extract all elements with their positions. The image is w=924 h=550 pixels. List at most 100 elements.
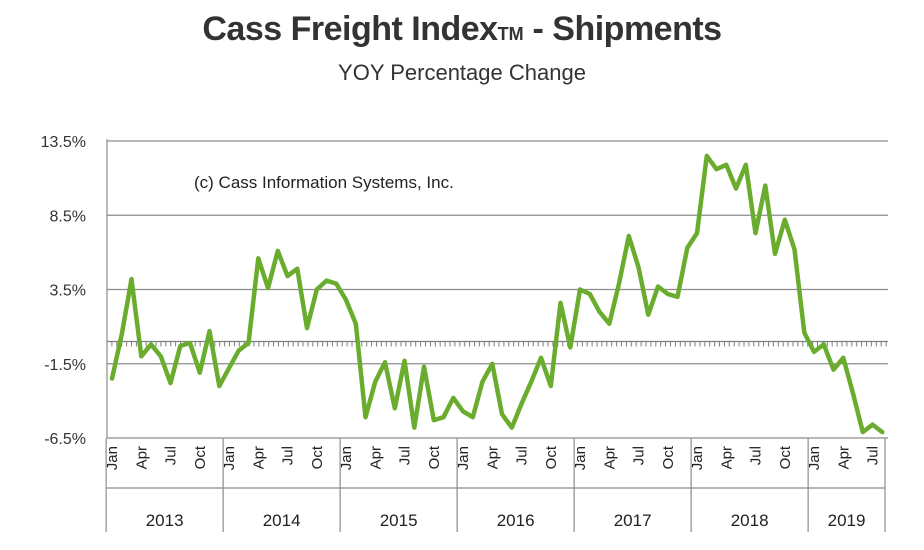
x-tick-label: Jan [689, 446, 706, 470]
chart-title-suffix: - Shipments [523, 10, 723, 48]
data-point [744, 163, 748, 167]
data-point [734, 187, 738, 191]
data-point [754, 231, 757, 235]
x-tick-label: Apr [367, 446, 384, 469]
data-point [812, 350, 816, 354]
x-tick-label: Jan [221, 446, 238, 470]
x-tick-label: Jan [806, 446, 823, 470]
data-point [198, 371, 202, 375]
x-tick-label: Apr [484, 446, 501, 469]
data-point [266, 286, 270, 290]
data-point [403, 359, 406, 363]
data-point [676, 295, 679, 299]
data-point [880, 430, 884, 434]
data-point [559, 301, 562, 305]
x-tick-label: Jan [338, 446, 355, 470]
data-point [666, 292, 670, 296]
x-tick-label: Oct [192, 445, 209, 469]
data-point [715, 167, 718, 171]
data-point [490, 362, 494, 366]
data-point [802, 331, 806, 335]
year-label: 2014 [263, 511, 301, 530]
data-point [773, 252, 777, 256]
x-tick-label: Oct [309, 445, 326, 469]
data-point [139, 354, 143, 358]
x-tick-label: Jan [572, 446, 589, 470]
data-point [393, 406, 397, 410]
data-point [412, 426, 416, 430]
data-point [149, 342, 153, 346]
data-point [685, 246, 689, 250]
data-point [520, 402, 523, 406]
data-point [617, 282, 621, 286]
data-point [471, 415, 475, 419]
data-point [208, 329, 211, 333]
data-point [578, 288, 582, 291]
data-point [315, 288, 319, 291]
trademark-mark: TM [497, 24, 524, 44]
data-point [637, 265, 640, 269]
data-point [705, 154, 709, 158]
x-tick-label: Jul [163, 446, 180, 465]
x-tick-label: Oct [660, 445, 677, 469]
data-point [763, 184, 767, 188]
data-point [364, 415, 367, 419]
data-point [568, 345, 572, 349]
data-point [451, 396, 455, 400]
x-tick-label: Jan [455, 446, 472, 470]
x-tick-label: Jul [748, 446, 765, 465]
year-label: 2015 [380, 511, 418, 530]
data-point [783, 218, 787, 222]
data-point [724, 163, 728, 167]
data-point [695, 231, 699, 235]
data-point [120, 332, 124, 336]
x-tick-label: Apr [835, 446, 852, 469]
data-point [607, 322, 611, 326]
chart-subtitle: YOY Percentage Change [338, 60, 586, 85]
year-label: 2019 [828, 511, 866, 530]
data-point [256, 256, 260, 260]
data-point [159, 354, 163, 358]
chart-title: Cass Freight IndexTM - Shipments [0, 10, 924, 49]
y-tick-label: 8.5% [50, 208, 86, 225]
data-point [169, 381, 172, 385]
data-point [422, 365, 426, 369]
data-point [841, 356, 845, 360]
y-tick-label: -6.5% [44, 431, 86, 448]
x-tick-label: Jul [397, 446, 414, 465]
x-tick-label: Jul [280, 446, 297, 465]
data-point [822, 342, 826, 346]
y-tick-label: 3.5% [50, 283, 86, 300]
x-tick-label: Jan [104, 446, 121, 470]
data-point [871, 423, 874, 427]
year-label: 2017 [614, 511, 652, 530]
data-point [178, 344, 182, 348]
data-point [130, 277, 133, 281]
x-tick-label: Apr [601, 446, 618, 469]
data-point [646, 313, 650, 317]
x-tick-label: Apr [250, 446, 267, 469]
data-point [305, 326, 309, 330]
x-tick-label: Jul [514, 446, 531, 465]
data-point [334, 282, 338, 286]
data-point [510, 426, 514, 430]
year-label: 2018 [731, 511, 769, 530]
data-point [851, 391, 855, 395]
data-point [354, 322, 358, 326]
x-tick-label: Jul [865, 446, 882, 465]
x-tick-label: Oct [426, 445, 443, 469]
data-point [237, 348, 241, 352]
shipments-series-line [109, 153, 885, 435]
data-point [383, 360, 387, 364]
data-point [110, 377, 114, 381]
data-point [588, 292, 592, 296]
data-point [247, 341, 250, 345]
x-tick-label: Apr [133, 446, 150, 469]
data-point [539, 356, 543, 360]
data-point [286, 274, 289, 278]
data-point [461, 409, 465, 413]
data-point [832, 368, 835, 372]
data-point [373, 380, 377, 384]
y-tick-label: 13.5% [41, 134, 86, 151]
